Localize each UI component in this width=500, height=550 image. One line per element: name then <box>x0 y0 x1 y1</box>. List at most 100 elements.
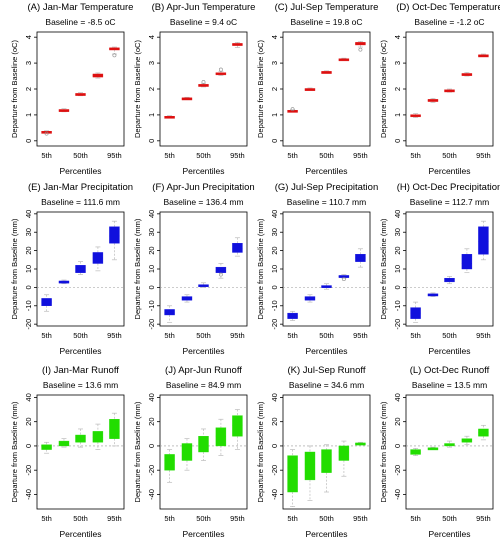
box-1 <box>410 448 421 456</box>
x-tick-label: 95th <box>107 151 122 160</box>
y-axis-label: Departure from Baseline (mm) <box>379 401 388 502</box>
box-body <box>321 71 332 74</box>
y-tick-label: -40 <box>393 489 402 500</box>
baseline-label: Baseline = 9.4 oC <box>170 17 237 27</box>
panel: (J) Apr-Jun Runoff Baseline = 84.9 mm -40 -… <box>133 365 248 539</box>
box-3 <box>444 276 455 285</box>
y-tick-label: 20 <box>393 246 402 254</box>
x-axis-label: Percentiles <box>305 346 347 356</box>
box-4 <box>461 72 473 77</box>
y-tick-label: 30 <box>147 228 156 236</box>
box-4 <box>92 72 104 79</box>
box-body <box>232 243 243 253</box>
x-tick-label: 95th <box>107 331 122 340</box>
y-axis-label: Departure from Baseline (oC) <box>10 40 19 138</box>
x-tick-label: 5th <box>164 514 174 523</box>
panel-title: (J) Apr-Jun Runoff <box>165 365 242 376</box>
x-axis-label: Percentiles <box>59 166 101 176</box>
x-tick-label: 50th <box>319 514 334 523</box>
box-body <box>478 226 489 255</box>
y-tick-label: 20 <box>270 246 279 254</box>
y-tick-label: -20 <box>393 319 402 330</box>
box-4 <box>92 246 104 272</box>
plot-frame <box>36 394 125 510</box>
box-body <box>215 266 227 273</box>
y-tick-label: 0 <box>270 285 279 289</box>
outlier-point <box>290 107 295 112</box>
box-body <box>287 110 298 113</box>
x-axis-label: Percentiles <box>428 166 470 176</box>
box-1 <box>41 441 52 454</box>
plot-frame <box>405 394 494 510</box>
y-tick-label: -10 <box>24 300 33 311</box>
y-tick-label: 40 <box>147 393 156 401</box>
baseline-label: Baseline = 84.9 mm <box>166 380 241 390</box>
box-4 <box>215 71 227 76</box>
panel: (G) Jul-Sep Precipitation Baseline = 110.… <box>256 182 378 356</box>
box-3 <box>75 261 86 275</box>
box-4 <box>215 418 227 456</box>
baseline-label: Baseline = 13.5 mm <box>412 380 487 390</box>
box-5 <box>478 53 489 58</box>
box-3 <box>198 428 209 461</box>
y-tick-label: 3 <box>393 61 402 65</box>
x-tick-label: 50th <box>196 514 211 523</box>
x-tick-label: 5th <box>410 514 420 523</box>
box-body <box>232 415 243 437</box>
box-2 <box>58 438 70 448</box>
y-axis-label: Departure from Baseline (mm) <box>256 218 265 319</box>
panel-title: (C) Jul-Sep Temperature <box>275 2 379 13</box>
box-5 <box>109 220 120 261</box>
y-tick-label: 10 <box>393 265 402 273</box>
y-tick-label: 40 <box>393 210 402 218</box>
y-tick-label: 20 <box>147 246 156 254</box>
x-tick-label: 5th <box>41 151 51 160</box>
box-1 <box>287 449 298 507</box>
y-tick-label: 1 <box>147 113 156 117</box>
x-tick-label: 95th <box>230 514 245 523</box>
box-3 <box>444 88 455 93</box>
plot-frame <box>159 211 248 327</box>
y-tick-label: -10 <box>393 300 402 311</box>
y-axis-label: Departure from Baseline (mm) <box>10 218 19 319</box>
panel: (K) Jul-Sep Runoff Baseline = 34.6 mm -40 -… <box>256 365 371 539</box>
y-tick-label: -10 <box>270 300 279 311</box>
box-1 <box>164 305 175 323</box>
box-4 <box>338 440 350 477</box>
y-tick-label: 2 <box>393 87 402 91</box>
box-1 <box>410 113 421 118</box>
box-2 <box>181 96 193 101</box>
box-2 <box>304 294 316 303</box>
x-axis-label: Percentiles <box>59 346 101 356</box>
box-5 <box>109 412 120 447</box>
y-tick-label: 0 <box>393 285 402 289</box>
y-tick-label: 10 <box>270 265 279 273</box>
panel: (F) Apr-Jun Precipitation Baseline = 136.… <box>133 182 255 356</box>
box-body <box>287 455 298 493</box>
box-1 <box>41 294 52 312</box>
y-tick-label: -20 <box>147 465 156 476</box>
box-2 <box>427 97 439 103</box>
panel: (E) Jan-Mar Precipitation Baseline = 111.… <box>10 182 133 356</box>
y-tick-label: 30 <box>24 228 33 236</box>
box-body <box>461 254 473 270</box>
box-5 <box>232 237 243 257</box>
y-tick-label: -20 <box>24 465 33 476</box>
box-5 <box>355 40 366 48</box>
y-tick-label: 0 <box>147 444 156 448</box>
box-4 <box>92 423 104 450</box>
y-axis-label: Departure from Baseline (mm) <box>133 218 142 319</box>
x-axis-label: Percentiles <box>305 529 347 539</box>
panel: (B) Apr-Jun Temperature Baseline = 9.4 oC… <box>133 2 255 176</box>
y-tick-label: 40 <box>270 393 279 401</box>
box-5 <box>109 46 120 55</box>
box-2 <box>304 87 316 91</box>
box-body <box>41 131 52 134</box>
plot-frame <box>282 394 371 510</box>
y-axis-label: Departure from Baseline (oC) <box>379 40 388 138</box>
y-tick-label: 40 <box>147 210 156 218</box>
y-tick-label: 40 <box>24 210 33 218</box>
y-tick-label: 30 <box>393 228 402 236</box>
x-tick-label: 95th <box>353 331 368 340</box>
box-body <box>181 97 193 101</box>
